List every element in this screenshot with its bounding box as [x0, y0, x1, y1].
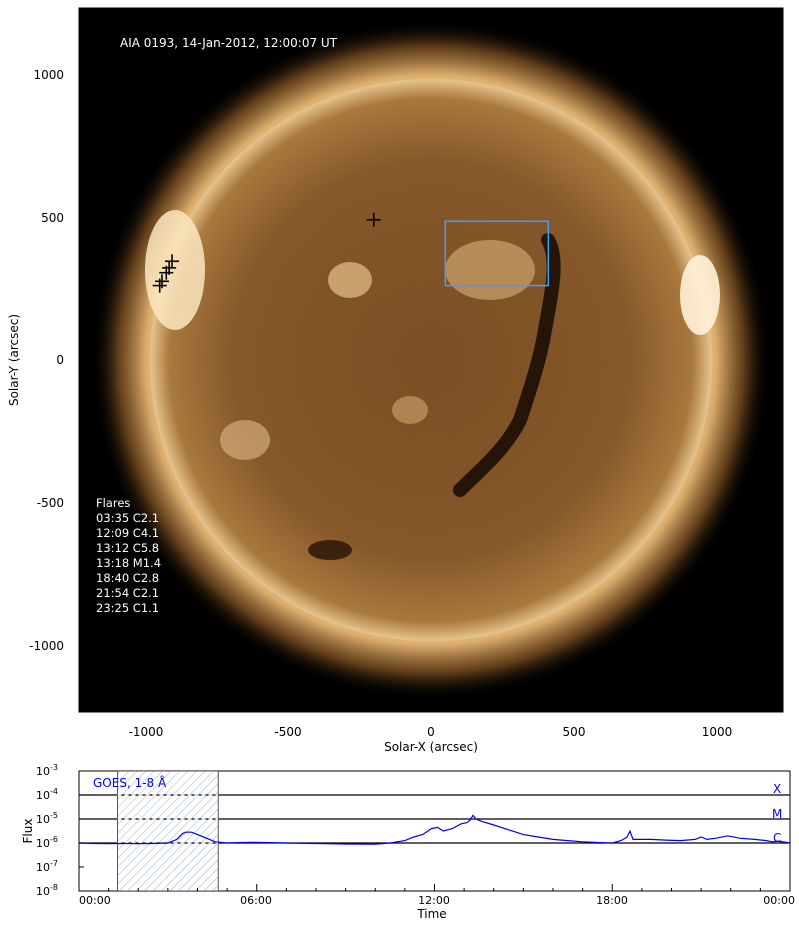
y-tick-exp: -4: [50, 787, 58, 796]
x-tick-label: -1000: [129, 725, 164, 739]
limb-active-region-east: [145, 210, 205, 330]
goes-x-tick-labels: 00:00 06:00 12:00 18:00 00:00: [79, 894, 795, 907]
flare-marker: [162, 260, 177, 275]
y-tick-label: -1000: [29, 639, 64, 653]
goes-panel: GOES, 1-8 Å X M C 10-3 10-4 10-5 10-6 10…: [21, 763, 795, 921]
svg-text:10-6: 10-6: [36, 835, 58, 850]
coronal-hole-south: [308, 540, 352, 560]
flare-list-title: Flares: [96, 496, 130, 510]
map-axis-ticks: [79, 8, 783, 712]
solar-map-panel: AIA 0193, 14-Jan-2012, 12:00:07 UT Flare…: [7, 7, 784, 754]
goes-x-axis-label: Time: [416, 907, 446, 921]
svg-text:10-8: 10-8: [36, 883, 58, 898]
x-tick-label: 18:00: [596, 894, 628, 907]
goes-class-labels: X M C: [772, 782, 782, 845]
y-tick-base: 10: [36, 885, 50, 898]
active-region-1: [328, 262, 372, 298]
class-label-c: C: [773, 831, 781, 845]
svg-text:10-5: 10-5: [36, 811, 58, 826]
goes-y-axis-label: Flux: [21, 819, 35, 844]
x-tick-label: 0: [427, 725, 435, 739]
svg-text:10-7: 10-7: [36, 859, 58, 874]
flare-entry: 13:18 M1.4: [96, 556, 161, 570]
x-tick-label: 12:00: [418, 894, 450, 907]
active-region-4: [392, 396, 428, 424]
y-tick-base: 10: [36, 765, 50, 778]
y-tick-exp: -8: [50, 883, 58, 892]
y-tick-exp: -6: [50, 835, 58, 844]
active-region-3: [220, 420, 270, 460]
solar-disk: [150, 79, 712, 641]
svg-text:10-4: 10-4: [36, 787, 58, 802]
x-tick-label: -500: [274, 725, 301, 739]
flare-list: Flares 03:35 C2.1 12:09 C4.1 13:12 C5.8 …: [96, 496, 161, 615]
y-tick-label: -500: [37, 496, 64, 510]
x-tick-label: 500: [563, 725, 586, 739]
y-tick-label: 500: [41, 211, 64, 225]
map-x-tick-labels: -1000 -500 0 500 1000: [129, 725, 733, 739]
active-region-2: [445, 240, 535, 300]
x-tick-label: 1000: [702, 725, 733, 739]
y-tick-base: 10: [36, 861, 50, 874]
class-label-m: M: [772, 807, 782, 821]
goes-flux-line: [79, 814, 790, 845]
limb-active-region-west: [680, 255, 720, 335]
flare-marker: [165, 254, 180, 269]
flare-entry: 12:09 C4.1: [96, 526, 159, 540]
y-tick-exp: -3: [50, 763, 58, 772]
map-y-tick-labels: 1000 500 0 -500 -1000: [29, 68, 64, 653]
svg-text:10-3: 10-3: [36, 763, 58, 778]
flare-entry: 21:54 C2.1: [96, 586, 159, 600]
class-label-x: X: [773, 782, 781, 796]
y-tick-base: 10: [36, 789, 50, 802]
x-tick-label: 00:00: [763, 894, 795, 907]
flare-marker: [152, 278, 167, 293]
x-tick-label: 00:00: [79, 894, 111, 907]
flare-markers: [152, 212, 381, 293]
goes-axis-ticks: [78, 770, 791, 892]
y-tick-exp: -7: [50, 859, 58, 868]
flare-entry: 18:40 C2.8: [96, 571, 159, 585]
flare-marker: [366, 212, 381, 227]
y-tick-base: 10: [36, 837, 50, 850]
flare-entry: 13:12 C5.8: [96, 541, 159, 555]
map-y-axis-label: Solar-Y (arcsec): [7, 314, 21, 406]
y-tick-exp: -5: [50, 811, 58, 820]
flare-entry: 03:35 C2.1: [96, 511, 159, 525]
coronal-hole-channel: [453, 233, 561, 497]
map-x-axis-label: Solar-X (arcsec): [384, 740, 478, 754]
y-tick-base: 10: [36, 813, 50, 826]
y-tick-label: 1000: [33, 68, 64, 82]
y-tick-label: 0: [56, 353, 64, 367]
goes-y-tick-labels: 10-3 10-4 10-5 10-6 10-7 10-8: [36, 763, 58, 898]
shaded-interval: [117, 771, 219, 891]
image-title: AIA 0193, 14-Jan-2012, 12:00:07 UT: [120, 36, 338, 50]
goes-legend: GOES, 1-8 Å: [93, 775, 167, 790]
region-of-interest-box: [444, 220, 550, 287]
flare-class-lines: [79, 794, 790, 844]
flare-entry: 23:25 C1.1: [96, 601, 159, 615]
x-tick-label: 06:00: [240, 894, 272, 907]
